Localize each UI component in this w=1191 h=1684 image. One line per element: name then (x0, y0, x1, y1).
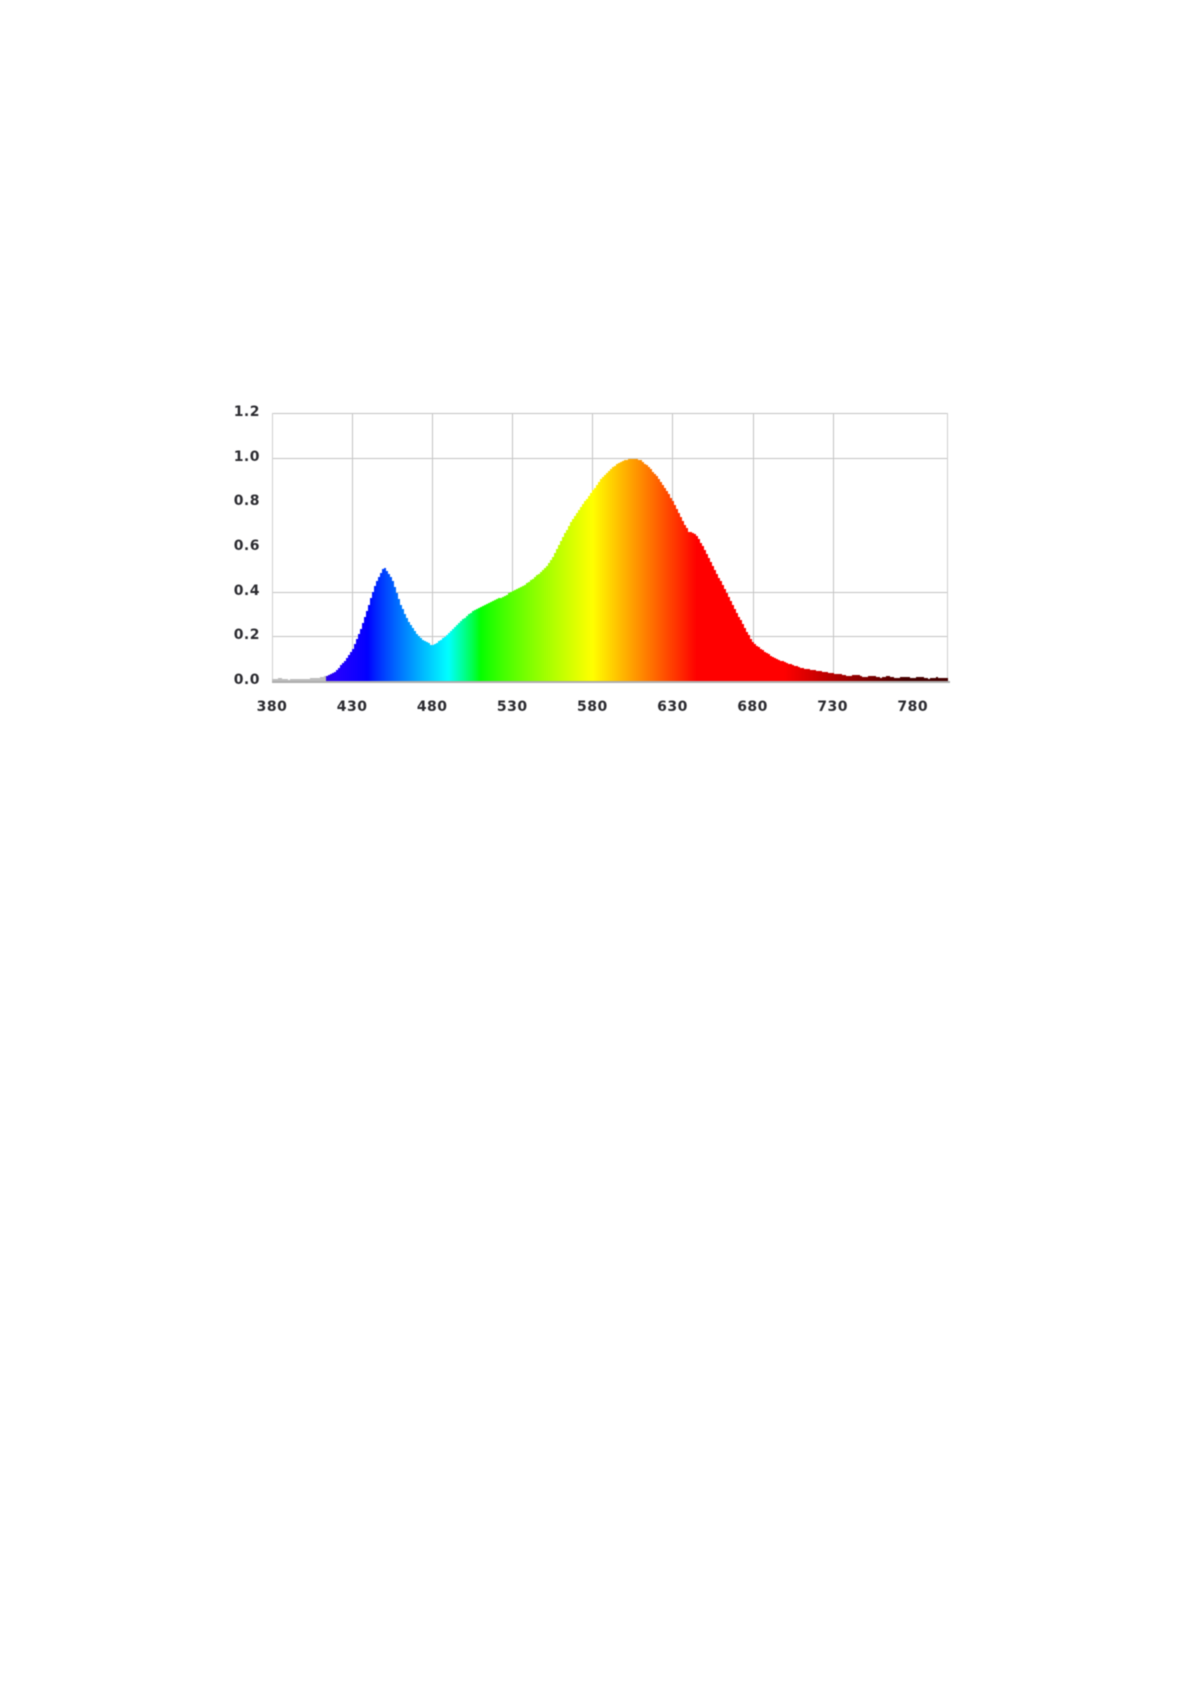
vertical-gridline (432, 413, 434, 681)
x-axis-tick-label: 430 (336, 699, 368, 715)
vertical-gridline (512, 413, 514, 681)
plot-border (947, 413, 948, 681)
y-axis-tick-label: 0.0 (233, 672, 260, 688)
vertical-gridline (752, 413, 754, 681)
x-axis-tick-label: 380 (256, 699, 288, 715)
x-axis-tick-label: 680 (737, 699, 768, 715)
x-axis-tick-label: 630 (657, 699, 688, 715)
spectrum-area-fill (272, 413, 948, 681)
x-axis-tick-label: 480 (416, 699, 448, 715)
horizontal-gridline (272, 457, 948, 459)
plot-area (272, 413, 948, 681)
y-axis-tick-label: 1.2 (233, 404, 260, 420)
x-axis-tick-label: 580 (577, 699, 608, 715)
x-axis-tick-label: 730 (817, 699, 849, 715)
x-axis-tick-label: 780 (897, 699, 929, 715)
y-axis-tick-label: 0.8 (233, 493, 260, 510)
y-axis-tick-label: 0.4 (233, 582, 260, 599)
x-axis-tick-label: 530 (496, 699, 528, 715)
y-axis-tick-label: 0.6 (233, 538, 260, 554)
vertical-gridline (832, 413, 834, 681)
y-axis-tick-label: 0.2 (233, 627, 260, 644)
vertical-gridline (352, 413, 354, 681)
plot-border (272, 413, 273, 681)
x-axis-line (272, 681, 950, 683)
y-axis-tick-label: 1.0 (233, 448, 260, 465)
horizontal-gridline (272, 413, 948, 414)
